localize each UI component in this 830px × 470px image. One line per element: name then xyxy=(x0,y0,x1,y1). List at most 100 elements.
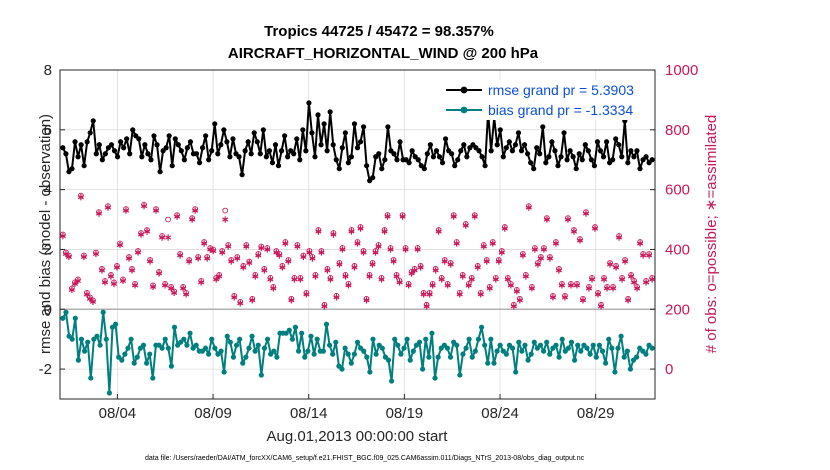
x-tick-label: 08/19 xyxy=(386,405,424,422)
rmse-point xyxy=(442,136,449,142)
obs-possible-marker xyxy=(87,294,93,301)
obs-assimilated-marker xyxy=(591,225,599,232)
bias-point xyxy=(165,345,171,351)
bias-point xyxy=(513,369,519,375)
rmse-point xyxy=(494,142,500,148)
rmse-point xyxy=(96,142,102,148)
legend: rmse grand pr = 5.3903 bias grand pr = -… xyxy=(440,80,652,120)
obs-possible-marker xyxy=(285,257,292,263)
rmse-point xyxy=(543,160,549,166)
y-right-tick-label: 200 xyxy=(665,301,690,318)
obs-possible-marker xyxy=(120,276,126,283)
bias-point xyxy=(221,369,227,375)
obs-assimilated-marker xyxy=(336,261,343,268)
bias-point xyxy=(370,336,376,342)
rmse-point xyxy=(330,142,336,148)
obs-possible-marker xyxy=(198,278,205,284)
obs-assimilated-marker xyxy=(68,286,75,294)
obs-possible-marker xyxy=(144,227,150,233)
bias-point xyxy=(447,354,454,360)
obs-possible-marker xyxy=(631,278,637,284)
obs-possible-marker xyxy=(559,281,565,287)
obs-assimilated-marker xyxy=(378,276,385,283)
rmse-point xyxy=(424,151,430,157)
obs-possible-marker xyxy=(622,257,628,263)
obs-assimilated-marker xyxy=(189,216,196,223)
obs-possible-marker xyxy=(619,275,625,281)
bias-point xyxy=(81,348,88,354)
obs-assimilated-marker xyxy=(417,264,424,271)
obs-assimilated-marker xyxy=(453,240,460,247)
obs-possible-marker xyxy=(150,282,156,289)
bias-point xyxy=(128,336,134,342)
obs-possible-marker xyxy=(523,272,529,278)
rmse-point xyxy=(81,163,87,169)
obs-possible-marker xyxy=(535,260,541,266)
rmse-point xyxy=(300,127,306,133)
obs-assimilated-marker xyxy=(612,264,620,271)
obs-possible-marker xyxy=(520,251,526,257)
obs-possible-marker xyxy=(414,245,421,251)
bias-point xyxy=(230,354,237,360)
obs-possible-marker xyxy=(234,254,241,260)
obs-assimilated-marker xyxy=(634,285,641,292)
rmse-point xyxy=(619,154,625,160)
bias-point xyxy=(488,336,494,342)
obs-assimilated-marker xyxy=(396,279,403,286)
obs-possible-marker xyxy=(529,283,535,290)
obs-possible-marker xyxy=(246,258,253,265)
obs-possible-marker xyxy=(96,209,102,215)
rmse-point xyxy=(339,145,345,151)
obs-assimilated-marker xyxy=(387,246,394,253)
rmse-point xyxy=(275,163,282,169)
bias-point xyxy=(426,354,432,360)
bias-point xyxy=(224,333,230,339)
obs-assimilated-marker xyxy=(276,252,283,259)
obs-assimilated-marker xyxy=(622,258,629,265)
obs-assimilated-marker xyxy=(474,264,481,271)
bias-point xyxy=(348,360,354,366)
obs-possible-marker xyxy=(604,283,610,290)
obs-assimilated-marker xyxy=(459,273,466,280)
bias-point xyxy=(364,354,370,360)
obs-possible-marker xyxy=(348,227,355,233)
rmse-point xyxy=(163,145,169,151)
bias-point xyxy=(202,345,209,351)
obs-possible-marker xyxy=(93,249,99,256)
bias-point xyxy=(305,348,311,354)
obs-possible-marker xyxy=(363,295,370,302)
bias-point xyxy=(240,360,246,366)
obs-assimilated-marker xyxy=(267,276,274,283)
rmse-point xyxy=(455,157,461,163)
obs-assimilated-marker xyxy=(516,297,523,304)
obs-assimilated-marker xyxy=(128,267,136,274)
rmse-point xyxy=(199,145,206,151)
obs-assimilated-marker xyxy=(637,240,644,247)
obs-possible-marker xyxy=(297,275,304,281)
bias-point xyxy=(295,348,302,354)
obs-possible-marker xyxy=(303,289,310,296)
bias-point xyxy=(147,351,153,357)
rmse-point xyxy=(184,145,191,151)
obs-possible-marker xyxy=(495,257,502,263)
obs-possible-marker xyxy=(114,263,120,269)
rmse-point xyxy=(136,136,142,142)
obs-possible-marker xyxy=(459,272,466,278)
rmse-point xyxy=(221,127,227,133)
obs-assimilated-marker xyxy=(122,207,130,214)
bias-point xyxy=(485,360,491,366)
obs-possible-marker xyxy=(162,281,168,287)
bias-point xyxy=(584,345,590,351)
bias-point xyxy=(420,366,426,372)
bias-point xyxy=(423,336,429,342)
obs-possible-marker xyxy=(571,227,577,233)
obs-possible-marker xyxy=(541,245,547,251)
rmse-point xyxy=(555,163,561,169)
obs-assimilated-marker xyxy=(576,237,584,244)
rmse-point xyxy=(327,109,333,115)
bias-point xyxy=(206,351,212,357)
obs-assimilated-marker xyxy=(558,282,566,289)
bias-point xyxy=(131,360,137,366)
obs-assimilated-marker xyxy=(384,213,391,220)
obs-assimilated-marker xyxy=(327,276,334,283)
